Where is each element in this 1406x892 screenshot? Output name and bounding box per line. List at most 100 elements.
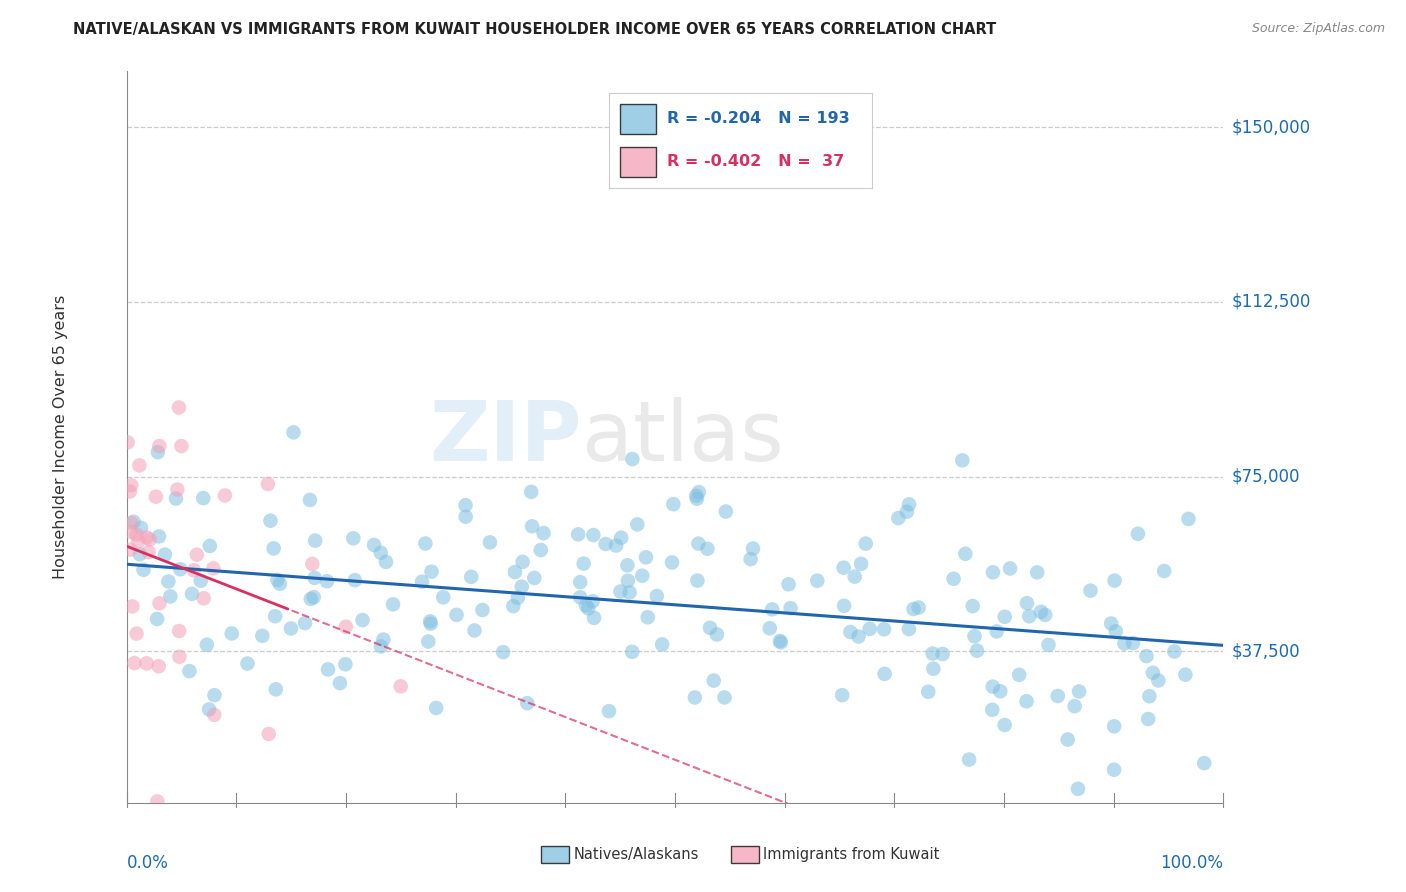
Text: Immigrants from Kuwait: Immigrants from Kuwait [763,847,939,862]
Point [118,484,141,499]
Point [146,794,169,808]
Point [503,565,526,579]
Point [195,638,218,652]
Point [204,688,226,702]
Point [127,534,149,549]
Point [264,609,287,624]
Point [1102,763,1125,777]
Point [179,664,201,678]
Text: ZIP: ZIP [429,397,582,477]
Point [931,647,953,661]
Point [832,599,855,613]
Text: 100.0%: 100.0% [1160,854,1223,872]
Point [873,666,896,681]
Point [1063,699,1085,714]
Point [530,543,553,558]
Point [1174,667,1197,681]
Point [1142,665,1164,680]
Point [844,569,866,583]
Point [1137,690,1160,704]
Point [1056,732,1078,747]
Point [897,622,920,636]
Point [986,624,1008,639]
Point [463,624,485,638]
Point [1105,624,1128,639]
Point [1067,684,1090,698]
Point [1147,673,1170,688]
Point [778,577,800,591]
Point [831,688,853,702]
Point [1026,566,1049,580]
Point [839,625,862,640]
Point [598,704,620,718]
Point [419,615,441,629]
Point [294,615,316,630]
Point [896,505,918,519]
Point [567,527,589,541]
Point [471,603,494,617]
Point [120,478,142,492]
Point [167,401,190,415]
Point [849,557,872,571]
Point [533,526,555,541]
Point [432,591,454,605]
Point [516,696,538,710]
Point [742,541,765,556]
Point [120,516,142,530]
Point [418,634,440,648]
Point [263,541,285,556]
Point [198,539,221,553]
Point [963,629,986,643]
Point [626,517,648,532]
Point [375,555,398,569]
Point [148,596,170,610]
Point [907,600,929,615]
Point [302,590,325,604]
Point [259,514,281,528]
Point [221,626,243,640]
Point [832,560,855,574]
Point [283,425,305,440]
Point [955,547,977,561]
Point [135,657,157,671]
Point [186,548,208,562]
Point [1067,781,1090,796]
Point [619,585,641,599]
Point [616,558,638,573]
Point [183,563,205,577]
Point [121,599,143,614]
Point [686,574,709,588]
Text: $150,000: $150,000 [1232,119,1310,136]
Point [460,570,482,584]
Point [165,491,187,506]
Point [166,483,188,497]
Point [631,568,654,582]
Point [922,662,945,676]
Point [848,630,870,644]
Point [415,536,437,550]
Point [1137,712,1160,726]
Point [610,531,633,545]
Point [159,590,181,604]
Point [266,573,288,587]
Point [329,676,352,690]
Point [686,491,709,506]
Point [761,602,783,616]
Point [703,673,725,688]
Point [304,533,326,548]
Point [120,542,142,557]
Text: $112,500: $112,500 [1232,293,1310,311]
Point [446,607,468,622]
Text: Source: ZipAtlas.com: Source: ZipAtlas.com [1251,22,1385,36]
Point [806,574,828,588]
Point [621,452,644,467]
Point [454,509,477,524]
Point [758,621,780,635]
Point [683,690,706,705]
Point [169,649,191,664]
Point [389,679,412,693]
Point [779,601,801,615]
Point [129,521,152,535]
Point [370,640,392,654]
Point [1163,644,1185,658]
